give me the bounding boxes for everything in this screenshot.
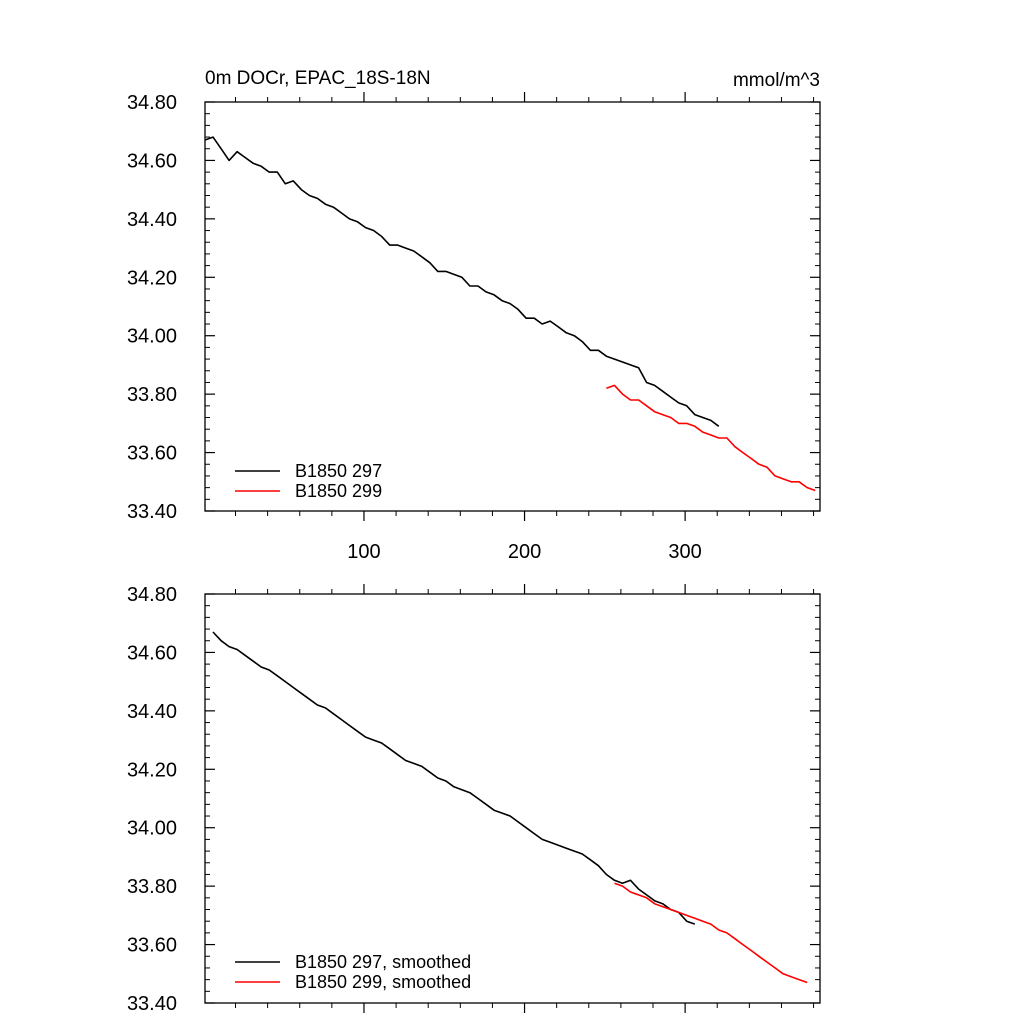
legend-label-b1850-297-smoothed: B1850 297, smoothed [295, 952, 471, 972]
y-tick-label: 33.60 [127, 443, 177, 465]
top-chart-panel: 0m DOCr, EPAC_18S-18N mmol/m^3 33.40 33.6… [127, 68, 821, 563]
y-tick-label: 33.80 [127, 876, 177, 898]
bottom-chart-ticks: 33.40 33.60 33.80 34.00 34.20 34.40 34.60 34.80 [127, 584, 820, 1015]
y-tick-label: 33.60 [127, 935, 177, 957]
y-tick-label: 34.80 [127, 584, 177, 606]
series-line-b1850-297 [204, 136, 720, 427]
top-chart-units: mmol/m^3 [733, 70, 820, 91]
y-tick-label: 34.60 [127, 642, 177, 664]
x-tick-label: 200 [508, 541, 541, 563]
y-tick-label: 34.00 [127, 326, 177, 348]
top-chart-frame [204, 101, 821, 512]
y-tick-label: 34.80 [127, 92, 177, 114]
y-tick-label: 34.00 [127, 818, 177, 840]
y-tick-label: 34.20 [127, 759, 177, 781]
y-tick-label: 33.40 [127, 993, 177, 1015]
y-tick-label: 34.20 [127, 267, 177, 289]
top-chart-legend: B1850 297 B1850 299 [235, 461, 382, 501]
top-chart-title: 0m DOCr, EPAC_18S-18N [205, 68, 431, 89]
x-tick-label: 100 [347, 541, 380, 563]
legend-label-b1850-299: B1850 299 [295, 481, 382, 501]
series-line-b1850-299 [606, 384, 816, 492]
bottom-chart-series [212, 631, 808, 984]
top-chart-series [204, 136, 816, 492]
series-line-b1850-299-smoothed [614, 882, 808, 984]
y-tick-label: 33.40 [127, 501, 177, 523]
bottom-chart-frame [204, 593, 821, 1004]
bottom-chart-panel: 33.40 33.60 33.80 34.00 34.20 34.40 34.60 34.80… [127, 584, 821, 1015]
bottom-chart-legend: B1850 297, smoothed B1850 299, smoothed [235, 952, 471, 992]
top-chart-ticks: 33.40 33.60 33.80 34.00 34.20 34.40 34.60 34.80… [127, 92, 820, 563]
legend-label-b1850-299-smoothed: B1850 299, smoothed [295, 972, 471, 992]
y-tick-label: 33.80 [127, 384, 177, 406]
x-tick-label: 300 [668, 541, 701, 563]
y-tick-label: 34.40 [127, 701, 177, 723]
y-tick-label: 34.40 [127, 209, 177, 231]
series-line-b1850-297-smoothed [212, 631, 696, 925]
legend-label-b1850-297: B1850 297 [295, 461, 382, 481]
y-tick-label: 34.60 [127, 150, 177, 172]
